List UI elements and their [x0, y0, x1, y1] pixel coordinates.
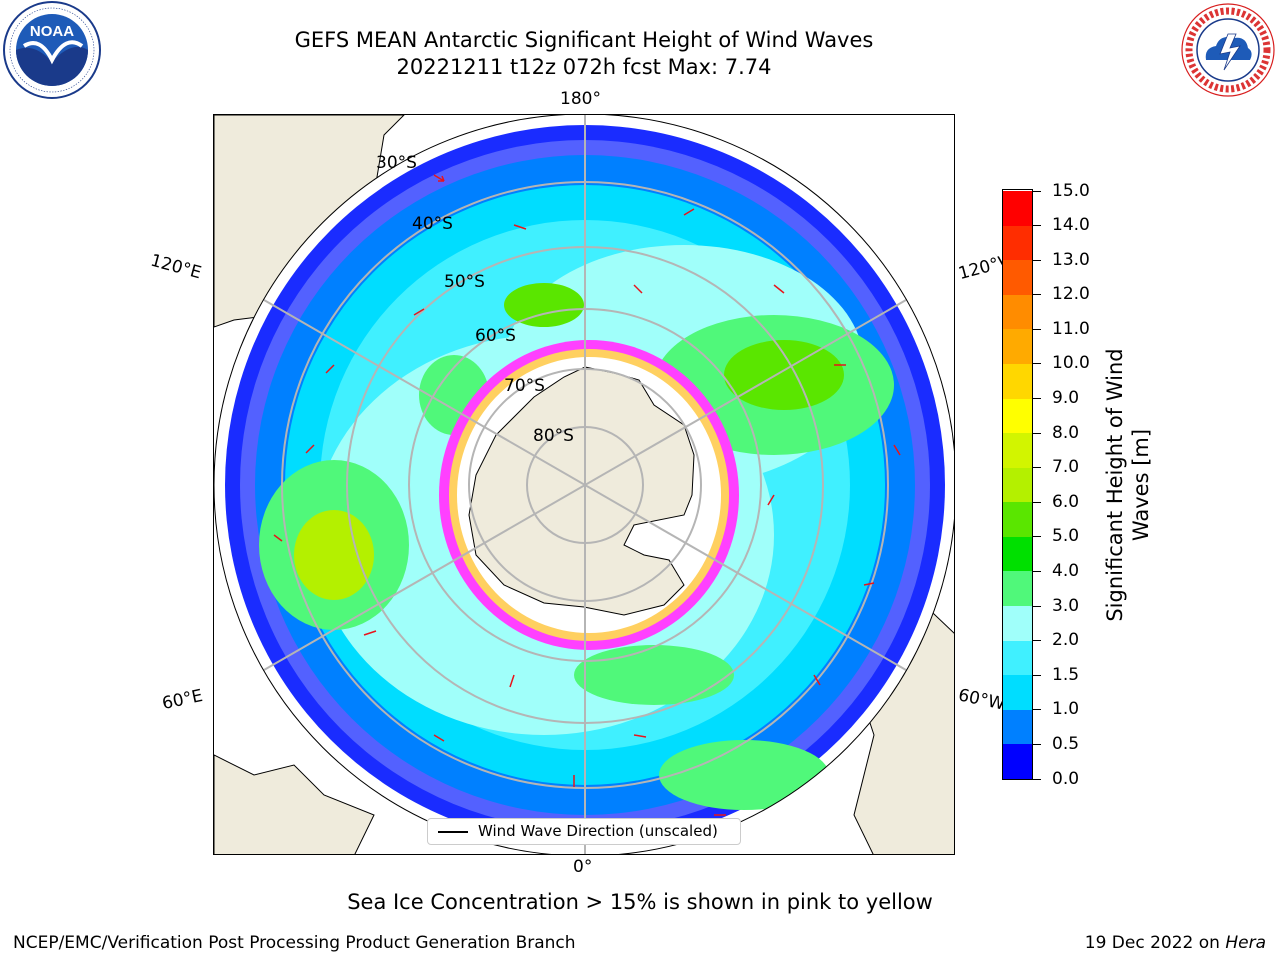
lon-label-0: 0°: [573, 857, 593, 877]
colorbar-segment: [1003, 536, 1032, 572]
colorbar-segment: [1003, 432, 1032, 468]
noaa-logo-text: NOAA: [30, 23, 74, 40]
colorbar-tick-label: 1.5: [1052, 664, 1080, 685]
colorbar-tick-label: 13.0: [1052, 249, 1090, 270]
lon-label-60e: 60°E: [160, 685, 205, 715]
colorbar-tick: [1033, 225, 1041, 227]
colorbar-segment: [1003, 501, 1032, 537]
lat-label-40s: 40°S: [412, 214, 453, 234]
colorbar-tick-label: 1.0: [1052, 699, 1080, 720]
colorbar-tick-label: 14.0: [1052, 215, 1090, 236]
colorbar-segment: [1003, 674, 1032, 710]
colorbar-tick-label: 12.0: [1052, 284, 1090, 305]
lat-label-70s: 70°S: [504, 376, 545, 396]
colorbar-tick: [1033, 501, 1041, 503]
lon-label-180: 180°: [560, 89, 601, 109]
lat-label-50s: 50°S: [444, 272, 485, 292]
colorbar-tick: [1033, 640, 1041, 642]
legend-label: Wind Wave Direction (unscaled): [478, 822, 718, 840]
lat-label-60s: 60°S: [475, 326, 516, 346]
sea-ice-note: Sea Ice Concentration > 15% is shown in …: [347, 890, 933, 914]
footer-date: 19 Dec 2022 on Hera: [1085, 933, 1266, 953]
colorbar-segment: [1003, 363, 1032, 399]
colorbar-segment: [1003, 605, 1032, 641]
colorbar-tick: [1033, 259, 1041, 261]
colorbar-tick-label: 3.0: [1052, 595, 1080, 616]
colorbar-tick: [1033, 328, 1041, 330]
colorbar-segment: [1003, 398, 1032, 434]
colorbar-tick-label: 10.0: [1052, 353, 1090, 374]
colorbar-segment: [1003, 467, 1032, 503]
chart-subtitle: 20221211 t12z 072h fcst Max: 7.74: [396, 55, 772, 79]
colorbar-tick: [1033, 605, 1041, 607]
colorbar-tick: [1033, 536, 1041, 538]
colorbar-tick-label: 5.0: [1052, 526, 1080, 547]
lat-label-80s: 80°S: [533, 426, 574, 446]
colorbar-tick: [1033, 709, 1041, 711]
colorbar-tick-label: 9.0: [1052, 388, 1080, 409]
footer-date-text: 19 Dec 2022 on: [1084, 933, 1220, 953]
colorbar-segment: [1003, 743, 1032, 779]
lon-label-120e: 120°E: [148, 250, 204, 284]
footer-host: Hera: [1225, 933, 1266, 953]
map-legend: Wind Wave Direction (unscaled): [427, 818, 741, 845]
colorbar-tick: [1033, 743, 1041, 745]
colorbar-tick-label: 2.0: [1052, 630, 1080, 651]
colorbar-tick: [1033, 398, 1041, 400]
colorbar-tick-label: 11.0: [1052, 318, 1090, 339]
colorbar-tick-label: 8.0: [1052, 422, 1080, 443]
chart-title: GEFS MEAN Antarctic Significant Height o…: [294, 28, 874, 52]
colorbar-segment: [1003, 640, 1032, 676]
colorbar-tick: [1033, 674, 1041, 676]
noaa-logo: NOAA: [2, 0, 102, 100]
colorbar-segment: [1003, 259, 1032, 295]
colorbar-tick-label: 0.5: [1052, 733, 1080, 754]
colorbar-title: Significant Height of Wind Waves [m]: [1103, 348, 1153, 622]
colorbar-segment: [1003, 570, 1032, 607]
legend-line: [438, 831, 468, 833]
colorbar: [1002, 189, 1033, 780]
colorbar-segment: [1003, 709, 1032, 745]
nws-logo: [1180, 2, 1276, 98]
colorbar-tick: [1033, 778, 1041, 780]
colorbar-tick-label: 15.0: [1052, 180, 1090, 201]
lon-label-60w: 60°W: [956, 685, 1007, 715]
colorbar-tick-label: 6.0: [1052, 491, 1080, 512]
colorbar-segment: [1003, 190, 1032, 226]
polar-map: [214, 115, 954, 854]
colorbar-segment: [1003, 225, 1032, 261]
colorbar-tick: [1033, 294, 1041, 296]
colorbar-tick-label: 7.0: [1052, 457, 1080, 478]
wind-wave-arrows: [273, 174, 901, 816]
africa-land: [214, 754, 375, 854]
colorbar-segment: [1003, 294, 1032, 330]
colorbar-tick-label: 4.0: [1052, 560, 1080, 581]
map-panel: [213, 114, 955, 855]
colorbar-segment: [1003, 328, 1032, 364]
lat-label-30s: 30°S: [376, 153, 417, 173]
colorbar-tick-label: 0.0: [1052, 768, 1080, 789]
colorbar-tick: [1033, 363, 1041, 365]
colorbar-tick: [1033, 570, 1041, 572]
colorbar-tick: [1033, 432, 1041, 434]
footer-credit: NCEP/EMC/Verification Post Processing Pr…: [13, 933, 576, 953]
colorbar-tick: [1033, 190, 1041, 192]
colorbar-tick: [1033, 467, 1041, 469]
